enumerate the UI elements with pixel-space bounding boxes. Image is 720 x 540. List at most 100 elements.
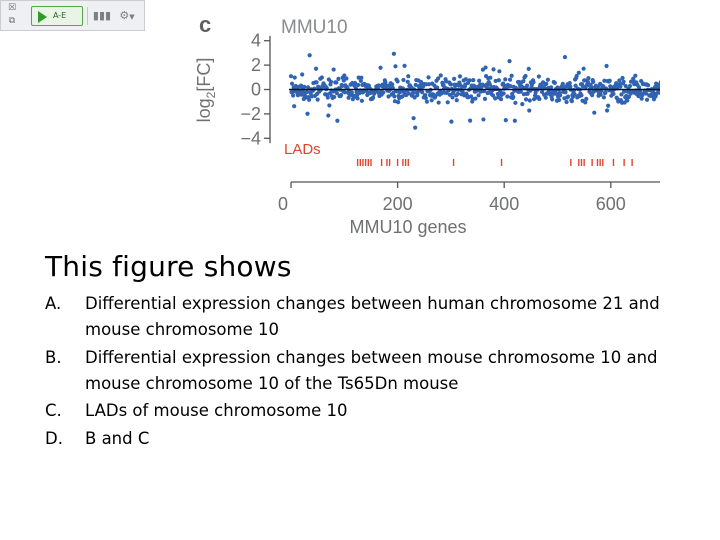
data-point (656, 82, 660, 87)
data-point (344, 76, 349, 81)
data-point (334, 80, 339, 85)
data-point (478, 89, 483, 94)
data-point (625, 98, 630, 103)
settings-button[interactable]: ⚙▼ (117, 7, 137, 25)
data-point (558, 93, 563, 98)
data-point (445, 100, 450, 105)
data-point (626, 94, 632, 99)
data-point (392, 99, 398, 104)
data-point (463, 77, 468, 82)
data-point (452, 76, 457, 81)
x-tick-label: 600 (596, 194, 626, 214)
copy-icon[interactable]: ⧉ (8, 16, 16, 26)
data-point (523, 97, 529, 102)
data-point (309, 94, 314, 99)
data-point (481, 117, 486, 122)
data-point (392, 94, 397, 99)
data-point (426, 82, 432, 87)
play-icon (38, 11, 47, 23)
x-tick-label: 200 (383, 194, 413, 214)
data-point (566, 94, 571, 99)
data-point (325, 95, 330, 100)
data-point (356, 82, 361, 88)
data-point (300, 72, 305, 77)
data-point (636, 85, 642, 90)
data-point (455, 91, 460, 96)
data-point (520, 102, 525, 107)
data-point (508, 84, 513, 89)
data-point (423, 95, 428, 101)
data-point (483, 65, 488, 70)
y-axis-label: log2[FC] (194, 58, 218, 123)
bar-chart-icon[interactable]: ▮▮▮ (92, 9, 112, 22)
data-point (352, 80, 358, 86)
data-point (574, 73, 579, 79)
data-point (457, 74, 463, 79)
data-point (339, 93, 344, 98)
data-point (471, 77, 476, 83)
data-point (355, 96, 360, 101)
data-point (567, 81, 572, 86)
data-point (537, 96, 542, 102)
data-point (406, 74, 411, 79)
option-letter: D. (45, 428, 63, 448)
data-point (497, 69, 502, 74)
data-point (523, 73, 528, 79)
data-point (292, 75, 297, 80)
settings-icon: ⚙ (119, 9, 130, 22)
data-point (291, 93, 296, 98)
data-point (503, 118, 508, 123)
data-point (584, 96, 589, 102)
data-point (413, 82, 418, 88)
data-point (288, 74, 294, 79)
data-point (526, 66, 531, 71)
data-point (396, 100, 401, 105)
data-point (604, 63, 609, 69)
option-text: B and C (85, 428, 150, 448)
data-point (485, 90, 490, 96)
data-point (331, 67, 336, 72)
data-point (646, 83, 651, 88)
y-axis: 4 2 0 −2 −4 (240, 31, 271, 148)
checkbox-icon[interactable]: ☒ (7, 3, 17, 13)
data-point (572, 92, 577, 97)
data-point (315, 97, 320, 102)
option-text: Differential expression changes between … (85, 347, 658, 393)
data-point (550, 97, 555, 102)
data-point (592, 110, 597, 115)
data-point (511, 94, 516, 99)
x-axis-label: MMU10 genes (349, 217, 466, 237)
option-letter: B. (45, 347, 62, 367)
data-point (544, 81, 549, 86)
data-point (543, 95, 548, 100)
data-point (449, 119, 454, 124)
run-button-label: A-E (53, 11, 67, 20)
data-point (633, 73, 638, 78)
data-point (619, 92, 624, 97)
data-point (589, 85, 594, 90)
y-tick-label: −4 (240, 128, 261, 148)
data-point (370, 95, 376, 100)
data-point (573, 83, 578, 88)
data-point (533, 90, 538, 95)
data-point (436, 76, 441, 81)
data-point (393, 64, 398, 69)
data-point (643, 91, 649, 96)
data-point (381, 90, 386, 95)
data-point (518, 89, 523, 94)
data-point (342, 90, 347, 95)
data-point (477, 78, 482, 83)
data-point (623, 83, 628, 89)
data-point (476, 93, 481, 98)
run-button[interactable]: A-E (31, 6, 83, 26)
data-point (498, 97, 504, 102)
panel-label: c (199, 12, 211, 37)
data-point (603, 90, 608, 95)
data-point (527, 108, 532, 113)
data-point (326, 113, 331, 118)
data-point (434, 85, 440, 90)
data-point (583, 100, 588, 105)
data-points (288, 51, 660, 130)
data-point (400, 94, 405, 99)
data-point (319, 75, 325, 80)
